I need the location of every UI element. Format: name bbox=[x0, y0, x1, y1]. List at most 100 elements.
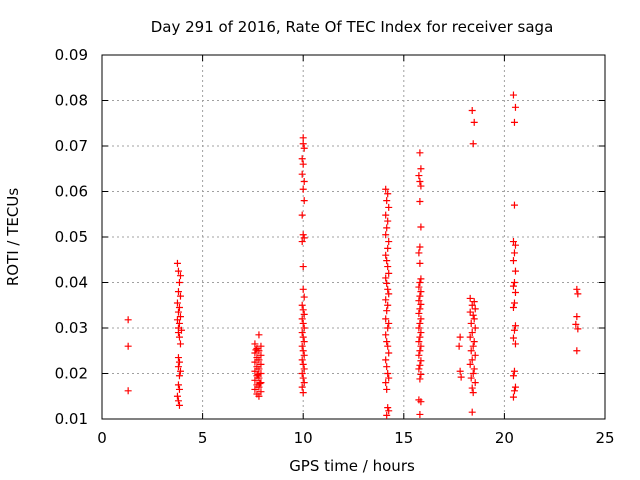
data-point bbox=[471, 351, 479, 359]
data-point bbox=[175, 319, 183, 327]
data-point bbox=[469, 342, 477, 350]
y-tick-label: 0.01 bbox=[55, 410, 88, 428]
data-point bbox=[298, 383, 306, 391]
chart-title: Day 291 of 2016, Rate Of TEC Index for r… bbox=[151, 18, 554, 36]
grid-layer bbox=[102, 55, 605, 419]
data-point bbox=[299, 231, 307, 239]
data-point bbox=[300, 197, 308, 205]
data-point bbox=[384, 217, 392, 225]
data-point bbox=[257, 388, 265, 396]
data-point bbox=[300, 324, 308, 332]
data-point bbox=[415, 283, 423, 291]
data-point bbox=[383, 279, 391, 287]
data-point bbox=[509, 282, 517, 290]
y-axis-title: ROTI / TECUs bbox=[4, 188, 22, 286]
data-point bbox=[510, 326, 518, 334]
data-point bbox=[176, 272, 184, 280]
data-point bbox=[174, 363, 182, 371]
data-point bbox=[176, 340, 184, 348]
data-point bbox=[511, 267, 519, 275]
data-point bbox=[509, 334, 517, 342]
x-tick-label: 15 bbox=[394, 429, 413, 447]
data-point bbox=[255, 331, 263, 339]
data-point bbox=[509, 372, 517, 380]
data-point bbox=[456, 367, 464, 375]
data-point bbox=[416, 177, 424, 185]
data-point bbox=[384, 190, 392, 198]
data-point bbox=[416, 375, 424, 383]
y-tick-label: 0.07 bbox=[55, 137, 88, 155]
data-points bbox=[124, 91, 582, 419]
data-point bbox=[385, 238, 393, 246]
data-point bbox=[470, 365, 478, 373]
data-point bbox=[511, 103, 519, 111]
data-point bbox=[256, 380, 264, 388]
data-point bbox=[299, 140, 307, 148]
data-point bbox=[470, 315, 478, 323]
data-point bbox=[382, 274, 390, 282]
data-point bbox=[511, 383, 519, 391]
data-point bbox=[383, 197, 391, 205]
data-point bbox=[415, 297, 423, 305]
data-point bbox=[251, 340, 259, 348]
data-point bbox=[173, 392, 181, 400]
data-point bbox=[415, 338, 423, 346]
data-point bbox=[298, 211, 306, 219]
data-point bbox=[382, 211, 390, 219]
data-point bbox=[509, 91, 517, 99]
data-point bbox=[124, 387, 132, 395]
data-point bbox=[299, 285, 307, 293]
data-point bbox=[257, 370, 265, 377]
data-point bbox=[415, 249, 423, 257]
y-tick-label: 0.05 bbox=[55, 228, 88, 246]
data-point bbox=[467, 374, 475, 382]
data-point bbox=[466, 308, 474, 316]
data-point bbox=[298, 238, 306, 246]
data-point bbox=[466, 360, 474, 368]
data-point bbox=[251, 376, 259, 384]
data-point bbox=[509, 238, 517, 246]
data-point bbox=[300, 365, 308, 373]
data-point bbox=[470, 338, 478, 346]
data-point bbox=[415, 351, 423, 359]
data-point bbox=[300, 293, 308, 301]
data-point bbox=[299, 360, 307, 368]
data-point bbox=[383, 363, 391, 371]
data-point bbox=[300, 234, 308, 242]
data-point bbox=[298, 370, 306, 377]
data-point bbox=[382, 251, 390, 259]
data-point bbox=[511, 322, 519, 330]
data-point bbox=[384, 263, 392, 271]
data-point bbox=[417, 182, 425, 190]
data-point bbox=[385, 269, 393, 277]
data-point bbox=[574, 290, 582, 298]
data-point bbox=[257, 360, 265, 368]
data-point bbox=[468, 356, 476, 364]
data-point bbox=[383, 411, 391, 419]
data-point bbox=[417, 370, 425, 378]
data-point bbox=[299, 319, 307, 327]
data-point bbox=[417, 329, 425, 337]
data-point bbox=[416, 292, 424, 300]
data-point bbox=[416, 410, 424, 418]
data-point bbox=[300, 144, 308, 152]
data-point bbox=[417, 223, 425, 231]
data-point bbox=[298, 155, 306, 163]
data-point bbox=[416, 149, 424, 157]
data-point bbox=[383, 338, 391, 346]
y-tick-label: 0.09 bbox=[55, 46, 88, 64]
data-point bbox=[415, 172, 423, 180]
x-tick-label: 10 bbox=[294, 429, 313, 447]
data-point bbox=[384, 285, 392, 293]
data-point bbox=[299, 374, 307, 382]
data-point bbox=[255, 365, 263, 373]
data-point bbox=[175, 372, 183, 380]
data-point bbox=[255, 347, 263, 355]
data-point bbox=[175, 385, 183, 393]
data-point bbox=[175, 279, 183, 286]
data-point bbox=[299, 306, 307, 314]
data-point bbox=[384, 301, 392, 309]
x-tick-label: 25 bbox=[595, 429, 614, 447]
data-point bbox=[471, 324, 479, 332]
